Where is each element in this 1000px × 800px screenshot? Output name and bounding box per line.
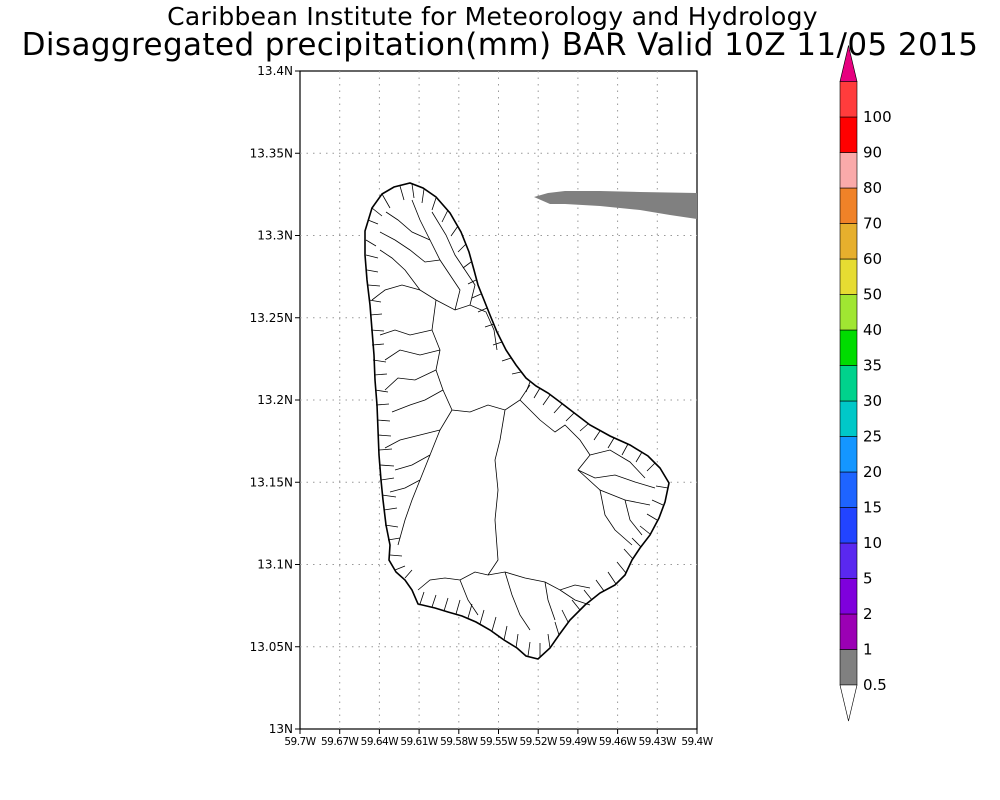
legend-swatch: [839, 613, 858, 650]
lon-tick-label: 59.55W: [480, 736, 519, 748]
island-coastline: [364, 182, 670, 660]
lat-tick-label: 13N: [269, 722, 293, 736]
lat-tick-label: 13.35N: [250, 146, 293, 160]
legend-swatch: [839, 507, 858, 544]
lat-tick-label: 13.3N: [257, 229, 293, 243]
lat-tick-label: 13.05N: [250, 640, 293, 654]
legend-swatch: [839, 187, 858, 224]
lon-tick-label: 59.49W: [559, 736, 598, 748]
lon-tick-label: 59.4W: [681, 736, 713, 748]
lat-tick-label: 13.4N: [257, 64, 293, 78]
legend-level-label: 60: [863, 250, 882, 268]
lon-tick-label: 59.61W: [400, 736, 439, 748]
legend-swatch: [839, 471, 858, 508]
coastal-watershed-lines: [365, 183, 669, 657]
watershed-boundaries: [371, 199, 656, 631]
legend-swatch: [839, 400, 858, 437]
lat-tick-label: 13.15N: [250, 475, 293, 489]
legend-upper-arrow: [839, 45, 858, 82]
legend-swatch: [839, 329, 858, 366]
lat-tick-label: 13.25N: [250, 311, 293, 325]
legend-swatch: [839, 152, 858, 189]
lon-tick-label: 59.43W: [639, 736, 678, 748]
lon-tick-label: 59.67W: [321, 736, 360, 748]
legend-swatch: [839, 542, 858, 579]
precip-area: [534, 191, 697, 219]
lon-tick-label: 59.7W: [284, 736, 316, 748]
legend-swatch: [839, 436, 858, 473]
legend-level-label: 50: [863, 286, 882, 304]
legend-level-label: 5: [863, 570, 873, 588]
legend-level-label: 10: [863, 534, 882, 552]
legend-level-label: 40: [863, 321, 882, 339]
legend-level-label: 35: [863, 357, 882, 375]
lat-tick-label: 13.2N: [257, 393, 293, 407]
longitude-axis: 59.7W 59.67W 59.64W 59.61W 59.58W 59.55W 59.52…: [284, 729, 714, 748]
lon-tick-label: 59.52W: [519, 736, 558, 748]
latitude-axis: 13.4N 13.35N 13.3N 13.25N 13.2N 13.15N 13.1N 13…: [250, 64, 300, 736]
lon-tick-label: 59.46W: [599, 736, 638, 748]
legend-level-label: 15: [863, 499, 882, 517]
legend-level-label: 80: [863, 179, 882, 197]
map-title-institute: Caribbean Institute for Meteorology and …: [167, 2, 818, 31]
legend-level-label: 70: [863, 215, 882, 233]
legend-swatch: [839, 223, 858, 260]
legend-level-label: 1: [863, 641, 873, 659]
legend-swatch: [839, 578, 858, 615]
legend-level-label: 25: [863, 428, 882, 446]
legend-level-label: 0.5: [863, 676, 887, 694]
legend-swatch: [839, 81, 858, 118]
legend-swatch: [839, 258, 858, 295]
legend-swatch: [839, 294, 858, 331]
legend-swatch: [839, 365, 858, 402]
legend-level-label: 30: [863, 392, 882, 410]
legend-level-label: 100: [863, 108, 892, 126]
map-title-product: Disaggregated precipitation(mm) BAR Vali…: [21, 27, 979, 63]
lon-tick-label: 59.58W: [440, 736, 479, 748]
legend-swatch: [839, 116, 858, 153]
legend-level-label: 90: [863, 144, 882, 162]
legend-level-label: 2: [863, 605, 873, 623]
lon-tick-label: 59.64W: [361, 736, 400, 748]
legend-swatch: [839, 649, 858, 686]
lat-tick-label: 13.1N: [257, 558, 293, 572]
legend-lower-arrow: [839, 684, 858, 722]
legend-level-label: 20: [863, 463, 882, 481]
